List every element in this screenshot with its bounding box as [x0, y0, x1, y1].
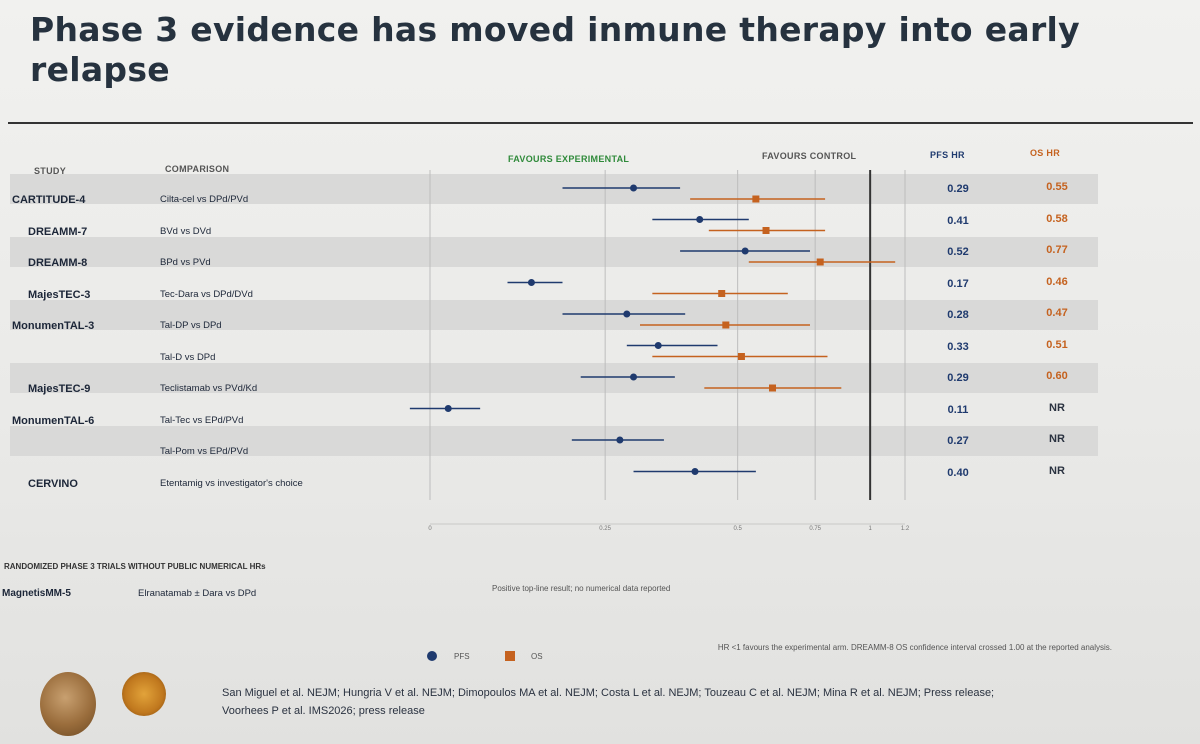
header-favours-control: FAVOURS CONTROL: [762, 151, 857, 161]
row-band: [10, 174, 1098, 204]
os-point: [722, 321, 730, 329]
os-hr-value: 0.47: [1046, 307, 1068, 319]
pfs-point: [616, 436, 624, 444]
comparison-text: Teclistamab vs PVd/Kd: [160, 383, 258, 394]
flower-logo-icon: [122, 672, 166, 716]
os-hr-value: NR: [1049, 401, 1065, 414]
legend: [427, 651, 515, 661]
header-study: STUDY: [34, 166, 67, 176]
pfs-point: [630, 184, 638, 192]
os-hr-value: 0.51: [1046, 338, 1068, 351]
society-seal-icon: [40, 672, 96, 736]
pfs-point: [630, 373, 638, 381]
pfs-hr-value: 0.29: [947, 183, 969, 195]
section2-note: Positive top-line result; no numerical d…: [492, 584, 671, 593]
os-hr-value: 0.55: [1046, 181, 1068, 193]
comparison-text: Tec-Dara vs DPd/DVd: [160, 288, 253, 300]
pfs-hr-value: 0.28: [947, 309, 969, 321]
x-tick-label: 0.5: [733, 526, 742, 532]
os-hr-value: 0.60: [1046, 370, 1068, 382]
x-tick-label: 0.75: [809, 526, 821, 532]
legend-pfs-marker: [427, 651, 437, 661]
header-favours-experimental: FAVOURS EXPERIMENTAL: [508, 154, 630, 164]
pfs-hr-value: 0.41: [947, 214, 969, 227]
pfs-point: [623, 310, 631, 318]
pfs-hr-value: 0.11: [947, 403, 969, 416]
section2-comparison: Elranatamab ± Dara vs DPd: [138, 588, 257, 599]
header-comparison: COMPARISON: [165, 164, 230, 174]
reference-line-1: San Miguel et al. NEJM; Hungria V et al.…: [222, 687, 995, 699]
references: San Miguel et al. NEJM; Hungria V et al.…: [222, 684, 994, 720]
row-band: [10, 426, 1098, 456]
study-name: MonumenTAL-3: [12, 320, 95, 332]
header-pfs-hr: PFS HR: [930, 150, 965, 160]
study-name: DREAMM-8: [28, 257, 88, 269]
pfs-point: [696, 216, 704, 223]
study-name: DREAMM-7: [28, 225, 88, 238]
footnote: HR <1 favours the experimental arm. DREA…: [717, 643, 1112, 652]
section2-title: RANDOMIZED PHASE 3 TRIALS WITHOUT PUBLIC…: [4, 562, 266, 571]
study-name: MajesTEC-9: [28, 383, 91, 395]
x-tick-label: 0: [428, 526, 432, 532]
comparison-text: Etentamig vs investigator's choice: [160, 477, 303, 489]
comparison-text: Tal-Tec vs EPd/PVd: [160, 414, 244, 426]
row-band: [10, 300, 1098, 330]
x-tick-label: 0.25: [599, 526, 611, 532]
os-point: [769, 384, 777, 392]
pfs-hr-value: 0.29: [947, 372, 969, 384]
pfs-point: [444, 405, 452, 412]
legend-os-marker: [505, 651, 515, 661]
comparison-text: BVd vs DVd: [160, 225, 212, 237]
pfs-point: [691, 468, 699, 475]
os-point: [816, 258, 824, 266]
os-hr-value: 0.46: [1046, 275, 1068, 288]
study-name: MajesTEC-3: [28, 288, 91, 301]
comparison-text: Tal-DP vs DPd: [160, 320, 222, 331]
pfs-hr-value: 0.17: [947, 277, 969, 290]
comparison-text: Cilta-cel vs DPd/PVd: [160, 194, 249, 205]
os-hr-value: 0.77: [1046, 244, 1068, 256]
os-hr-value: NR: [1049, 464, 1065, 477]
pfs-hr-value: 0.40: [947, 466, 969, 479]
os-point: [762, 227, 770, 234]
comparison-text: Tal-Pom vs EPd/PVd: [160, 446, 249, 457]
comparison-text: Tal-D vs DPd: [160, 351, 216, 363]
pfs-hr-value: 0.33: [947, 340, 969, 353]
row-band: [10, 363, 1098, 393]
os-point: [737, 353, 745, 360]
pfs-point: [654, 342, 662, 349]
pfs-hr-value: 0.52: [947, 246, 969, 258]
slide-title: Phase 3 evidence has moved inmune therap…: [30, 10, 1080, 89]
pfs-hr-value: 0.27: [947, 435, 969, 447]
os-point: [752, 195, 760, 203]
pfs-point: [527, 279, 535, 286]
x-tick-label: 1: [868, 526, 872, 532]
reference-line-2: Voorhees P et al. IMS2026; press release: [222, 705, 425, 717]
study-name: CERVINO: [28, 477, 78, 490]
legend-pfs-label: PFS: [454, 652, 470, 661]
study-name: CARTITUDE-4: [12, 194, 86, 206]
legend-os-label: OS: [531, 652, 543, 661]
os-point: [718, 290, 726, 297]
os-hr-value: 0.58: [1046, 212, 1068, 225]
title-rule: [8, 122, 1193, 124]
x-tick-label: 1.2: [901, 526, 910, 532]
pfs-point: [741, 247, 749, 255]
os-hr-value: NR: [1049, 433, 1065, 445]
header-os-hr: OS HR: [1030, 148, 1061, 158]
study-name: MonumenTAL-6: [12, 414, 95, 427]
comparison-text: BPd vs PVd: [160, 257, 211, 268]
section2-study: MagnetisMM-5: [2, 588, 71, 599]
row-band: [10, 237, 1098, 267]
